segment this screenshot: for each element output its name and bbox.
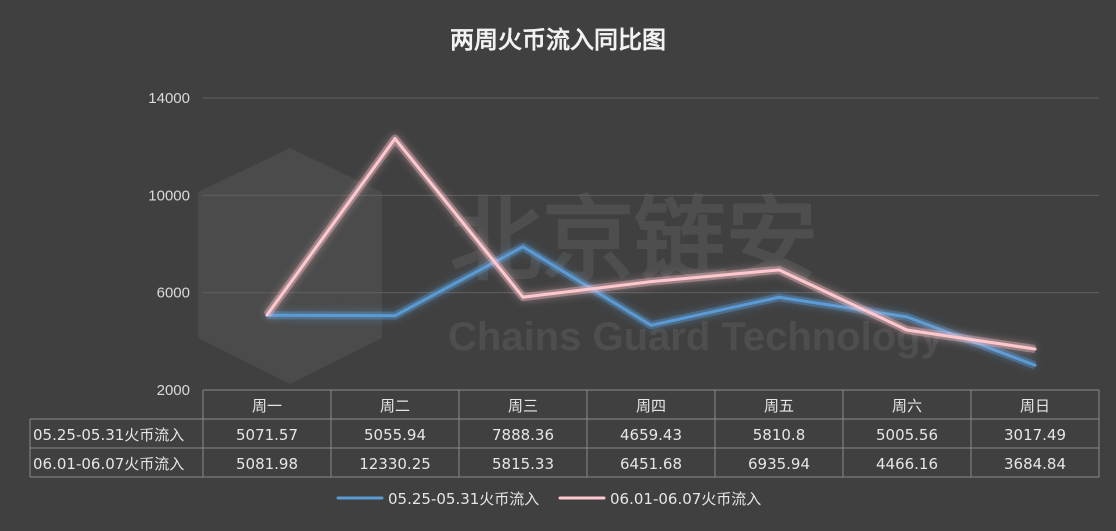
table-cell-value: 4659.43 xyxy=(620,426,682,444)
table-cell-value: 3017.49 xyxy=(1004,426,1066,444)
data-point xyxy=(393,137,397,141)
data-point xyxy=(521,295,525,299)
data-point xyxy=(1033,347,1037,351)
watermark-logo-icon xyxy=(198,148,382,384)
data-point xyxy=(1033,363,1037,367)
category-label: 周一 xyxy=(252,397,282,415)
y-tick-label: 14000 xyxy=(148,90,190,107)
data-point xyxy=(777,295,781,299)
table-cell-value: 12330.25 xyxy=(359,455,431,473)
y-tick-label: 2000 xyxy=(157,382,190,399)
watermark-cn-text: 北京链安 xyxy=(450,187,818,294)
data-point xyxy=(393,314,397,318)
table-cell-value: 5071.57 xyxy=(236,426,298,444)
table-cell-value: 5055.94 xyxy=(364,426,426,444)
category-label: 周五 xyxy=(764,397,794,415)
y-tick-label: 10000 xyxy=(148,187,190,204)
table-cell-value: 5081.98 xyxy=(236,455,298,473)
table-series-name: 06.01-06.07火币流入 xyxy=(33,455,184,473)
data-point xyxy=(777,268,781,272)
y-tick-label: 6000 xyxy=(157,285,190,302)
data-point xyxy=(265,313,269,317)
category-label: 周日 xyxy=(1020,397,1050,415)
y-axis-ticks: 14000 10000 6000 2000 xyxy=(148,90,190,399)
data-point xyxy=(649,280,653,284)
series-lines xyxy=(263,134,1037,369)
table-cell-value: 4466.16 xyxy=(876,455,938,473)
legend-label: 06.01-06.07火币流入 xyxy=(610,490,761,508)
watermark-en-text: Chains Guard Technology xyxy=(448,315,944,359)
data-point xyxy=(521,245,525,249)
category-label: 周六 xyxy=(892,397,922,415)
watermark: 北京链安 Chains Guard Technology xyxy=(198,148,944,384)
data-point xyxy=(649,323,653,327)
table-series-name: 05.25-05.31火币流入 xyxy=(33,426,184,444)
category-label: 周二 xyxy=(380,397,410,415)
table-cell-value: 5810.8 xyxy=(753,426,806,444)
legend-label: 05.25-05.31火币流入 xyxy=(388,490,539,508)
data-point xyxy=(905,315,909,319)
table-cell-value: 5815.33 xyxy=(492,455,554,473)
category-label: 周四 xyxy=(636,397,666,415)
table-cell-value: 6935.94 xyxy=(748,455,810,473)
chart-title: 两周火币流入同比图 xyxy=(450,26,666,54)
table-cell-value: 5005.56 xyxy=(876,426,938,444)
table-cell-value: 6451.68 xyxy=(620,455,682,473)
data-table: 周一 周二 周三 周四 周五 周六 周日 05.25-05.31火币流入 5071.57 5055… xyxy=(29,389,1100,478)
data-point xyxy=(905,328,909,332)
table-cell-value: 3684.84 xyxy=(1004,455,1066,473)
category-label: 周三 xyxy=(508,397,538,415)
table-cell-value: 7888.36 xyxy=(492,426,554,444)
legend: 05.25-05.31火币流入 06.01-06.07火币流入 xyxy=(336,490,761,508)
